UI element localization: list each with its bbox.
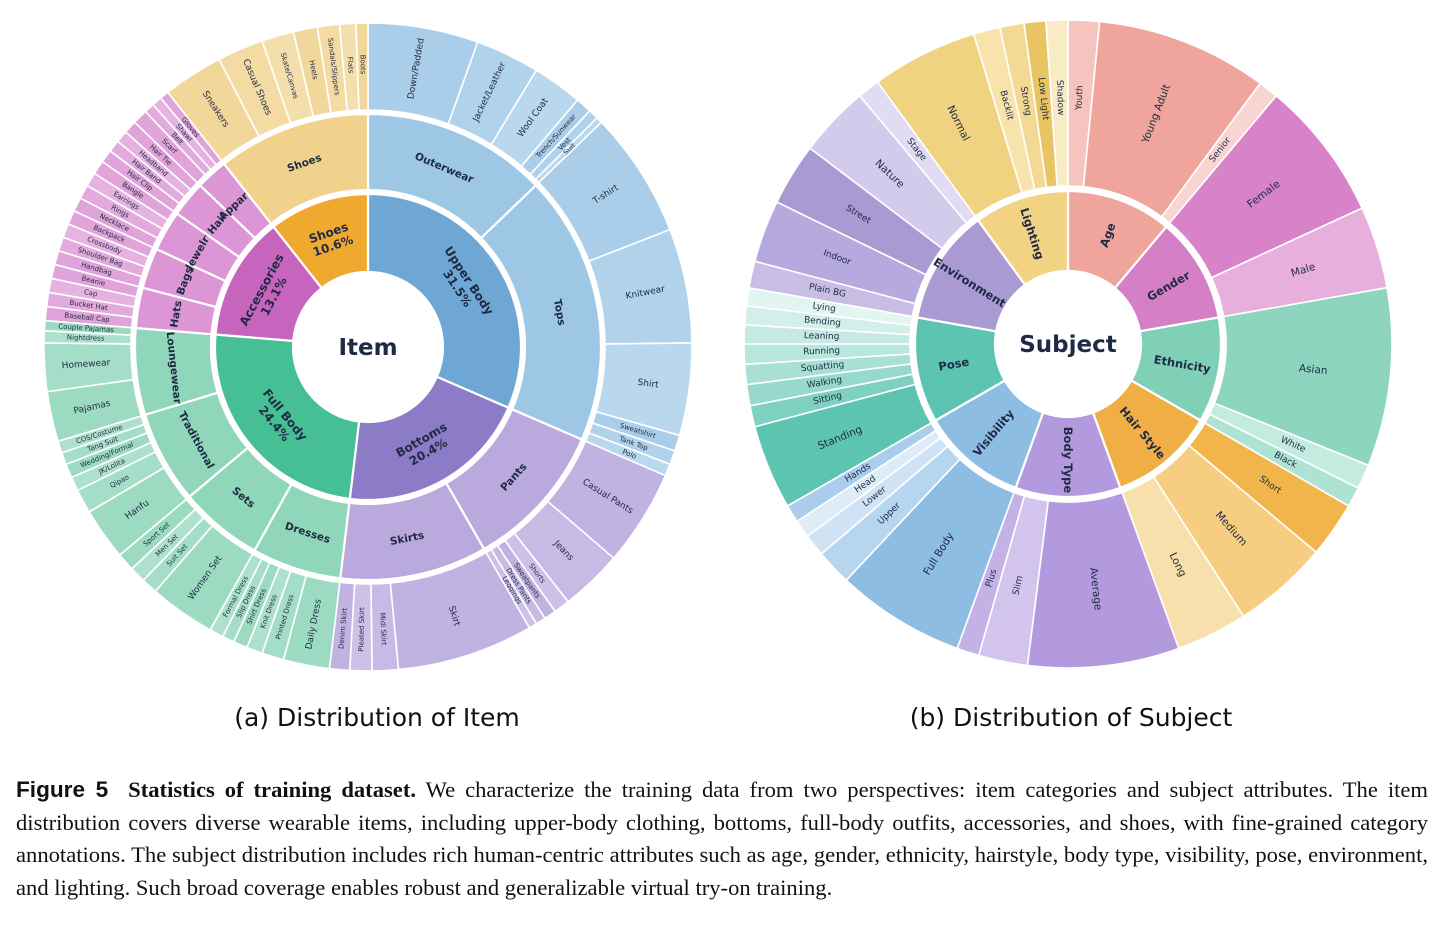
subject-ring1-wedge-lighting (976, 189, 1070, 287)
subject-ring2-label-lying: Lying (812, 301, 837, 314)
subject-chart-subtitle: (b) Distribution of Subject (909, 703, 1233, 732)
subject-ring2-label-slim: Slim (1012, 575, 1026, 596)
ring3-label-couple-pajamas: Couple Pajamas (58, 323, 114, 335)
subject-center-label: Subject (1019, 332, 1117, 358)
subject-ring2-label-average: Average (1087, 567, 1104, 611)
ring3-label-pleated-skirt: Pleated Skirt (357, 607, 366, 652)
caption-label: Figure 5 (16, 777, 109, 802)
subject-ring2-label-squatting: Squatting (800, 360, 844, 374)
subject-ring2-wedge-shadow (1045, 19, 1069, 188)
ring3-label-shirt: Shirt (637, 378, 660, 391)
subject-ring2-label-shadow: Shadow (1054, 80, 1065, 116)
ring3-label-midi-skirt: Midi Skirt (378, 613, 388, 646)
item-chart-subtitle: (a) Distribution of Item (234, 703, 520, 732)
subject-ring2-label-running: Running (803, 346, 840, 357)
ring2-wedge-shoes (222, 112, 370, 226)
subject-ring2-label-asian: Asian (1298, 362, 1328, 377)
subject-ring2-label-youth: Youth (1074, 85, 1085, 111)
subject-ring2-label-bending: Bending (804, 315, 842, 328)
ring1-wedge-bottoms-20-4 (348, 375, 510, 502)
ring1-wedge-shoes-10-6 (271, 192, 370, 290)
ring3-label-heels: Heels (308, 60, 320, 81)
caption-heading: Statistics of training dataset. (128, 777, 416, 802)
ring3-label-boots: Boots (358, 55, 366, 75)
subject-ring1-label-body-type: Body Type (1061, 427, 1075, 494)
ring3-label-cap: Cap (83, 288, 98, 299)
item-center-hole (296, 275, 440, 419)
figure-caption: Figure 5 Statistics of training dataset.… (16, 774, 1428, 904)
ring3-label-flats: Flats (346, 56, 355, 73)
ring3-wedge-boots (354, 22, 369, 111)
subject-ring1-label-pose: Pose (937, 355, 970, 374)
ring3-label-denim-skirt: Denim Skirt (337, 607, 349, 649)
subject-center-hole (998, 274, 1138, 414)
item-center-label: Item (338, 335, 397, 361)
ring1-wedge-full-body-24-4 (213, 333, 361, 501)
ring2-label-hats: Hats (168, 300, 184, 329)
ring1-wedge-upper-body-31-5 (366, 192, 523, 410)
ring2-label-tops: Tops (551, 298, 568, 326)
ring3-label-homewear: Homewear (61, 358, 111, 371)
caption-text: We characterize the training data from t… (16, 777, 1428, 900)
subject-ring2-label-low-light: Low Light (1036, 77, 1050, 121)
subject-ring2-label-leaning: Leaning (804, 331, 840, 342)
ring3-label-nightdress: Nightdress (67, 334, 105, 343)
